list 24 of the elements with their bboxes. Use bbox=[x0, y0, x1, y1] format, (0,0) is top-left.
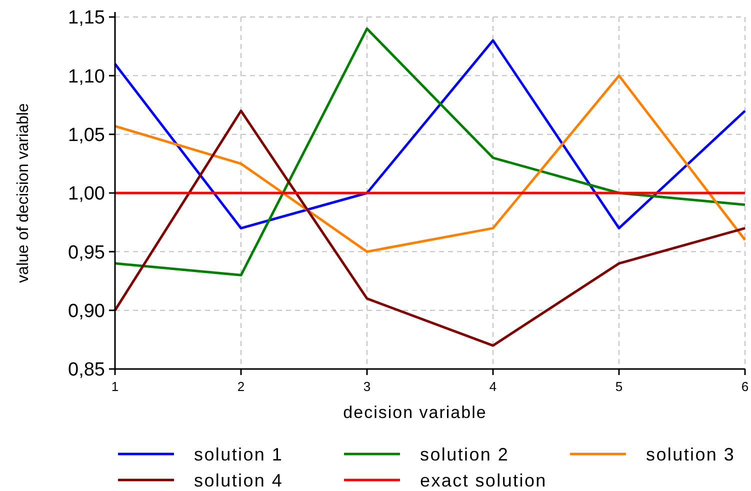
y-tick-label: 1,05 bbox=[68, 124, 105, 146]
x-tick-label: 5 bbox=[615, 379, 623, 394]
y-tick-label: 1,15 bbox=[68, 8, 105, 29]
legend-label: solution 4 bbox=[194, 470, 284, 490]
legend-label: exact solution bbox=[420, 470, 547, 490]
legend-label: solution 1 bbox=[194, 444, 284, 464]
y-tick-label: 0,95 bbox=[68, 242, 105, 264]
line-series bbox=[114, 110, 746, 347]
line-series bbox=[114, 27, 746, 276]
legend-label: solution 3 bbox=[646, 444, 736, 464]
legend-label: solution 2 bbox=[420, 444, 510, 464]
x-tick-label: 2 bbox=[237, 379, 245, 394]
line-series bbox=[114, 39, 746, 230]
line-series bbox=[114, 74, 746, 253]
x-axis-title: decision variable bbox=[343, 403, 487, 422]
y-tick-label: 1,00 bbox=[68, 184, 105, 205]
x-tick-label: 6 bbox=[741, 379, 749, 394]
y-axis-title: value of decision variable bbox=[15, 103, 32, 283]
x-tick-label: 4 bbox=[489, 379, 497, 394]
y-tick-label: 0,90 bbox=[68, 300, 105, 322]
x-tick-label: 3 bbox=[363, 379, 371, 394]
x-tick-label: 1 bbox=[111, 379, 119, 394]
y-tick-label: 0,85 bbox=[68, 360, 105, 381]
y-tick-label: 1,10 bbox=[68, 66, 105, 88]
